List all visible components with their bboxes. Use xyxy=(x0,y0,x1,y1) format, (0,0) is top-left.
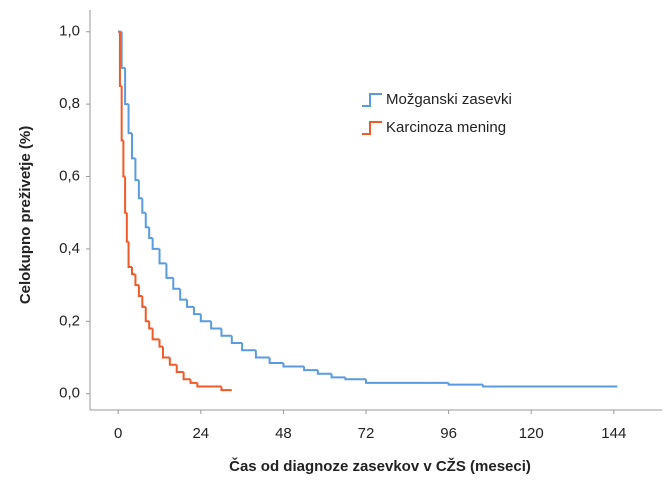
survival-step xyxy=(130,133,136,160)
survival-step xyxy=(134,274,139,287)
survival-step xyxy=(125,212,129,243)
survival-step xyxy=(141,295,146,308)
y-axis-label: Celokupno preživetje (%) xyxy=(17,126,34,304)
survival-step xyxy=(124,67,129,106)
survival-step xyxy=(282,362,305,368)
legend-label: Karcinoza mening xyxy=(386,119,506,136)
x-tick-label: 120 xyxy=(519,425,544,442)
x-tick-label: 0 xyxy=(114,425,122,442)
survival-step xyxy=(179,288,188,301)
survival-step xyxy=(241,343,256,352)
survival-step xyxy=(268,357,284,364)
y-tick-label: 0,0 xyxy=(59,385,80,402)
x-tick-label: 24 xyxy=(192,425,209,442)
survival-step xyxy=(186,299,194,308)
survival-step xyxy=(151,238,160,250)
survival-step xyxy=(144,212,150,229)
legend-swatch xyxy=(362,93,382,107)
survival-step xyxy=(151,328,160,341)
x-tick-label: 48 xyxy=(275,425,292,442)
survival-step xyxy=(199,314,212,323)
survival-step xyxy=(161,346,170,359)
x-tick-label: 96 xyxy=(440,425,457,442)
survival-step xyxy=(148,321,153,330)
survival-step xyxy=(189,379,198,384)
y-tick-label: 0,8 xyxy=(59,95,80,112)
survival-step xyxy=(130,267,136,276)
survival-step xyxy=(365,379,428,384)
x-tick-label: 144 xyxy=(601,425,626,442)
y-tick-label: 0,6 xyxy=(59,167,80,184)
survival-step xyxy=(220,328,232,337)
survival-step xyxy=(124,176,127,214)
survival-step xyxy=(127,241,132,269)
survival-step xyxy=(120,31,126,69)
survival-step xyxy=(120,86,124,142)
y-tick-label: 1,0 xyxy=(59,23,80,40)
x-tick-label: 72 xyxy=(358,425,375,442)
survival-step xyxy=(172,277,181,290)
survival-step xyxy=(127,104,132,135)
legend-label: Možganski zasevki xyxy=(386,91,512,108)
survival-step xyxy=(254,350,270,359)
survival-step xyxy=(344,377,367,381)
survival-step xyxy=(137,180,143,200)
x-axis-label: Čas od diagnoze zasevkov v CŽS (meseci) xyxy=(229,457,531,475)
survival-step xyxy=(165,263,174,279)
survival-step xyxy=(196,382,215,388)
survival-step xyxy=(316,370,332,375)
survival-step xyxy=(158,248,167,265)
survival-step xyxy=(447,382,484,386)
survival-step xyxy=(482,384,618,388)
survival-step xyxy=(210,321,222,330)
survival-step xyxy=(134,158,139,182)
survival-step xyxy=(230,335,243,345)
survival-step xyxy=(122,140,126,178)
survival-step xyxy=(148,227,153,240)
survival-step xyxy=(137,285,143,297)
legend-swatch xyxy=(362,121,382,135)
survival-step xyxy=(220,386,232,392)
survival-step xyxy=(141,198,146,214)
survival-step xyxy=(175,364,184,373)
survival-step xyxy=(144,306,150,323)
survival-step xyxy=(330,373,346,379)
y-tick-label: 0,2 xyxy=(59,312,80,329)
survival-step xyxy=(168,357,177,366)
y-tick-label: 0,4 xyxy=(59,240,80,257)
survival-step xyxy=(303,366,318,372)
survival-step xyxy=(192,306,201,316)
survival-step xyxy=(182,371,191,381)
survival-step xyxy=(158,339,163,348)
